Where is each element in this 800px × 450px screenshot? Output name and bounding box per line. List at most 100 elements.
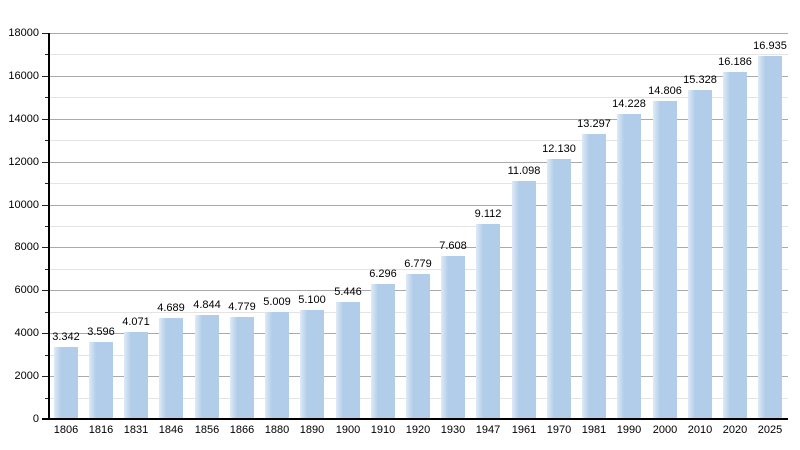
y-axis-tick [42,119,48,120]
bar [758,56,782,418]
x-axis-tick-label: 1900 [335,424,361,436]
x-axis-tick-label: 2000 [652,424,678,436]
bar-value-label: 3.596 [87,326,115,338]
bar-value-label: 5.446 [334,286,362,298]
y-axis-minor-tick [45,226,48,227]
x-axis-tick-label: 1947 [475,424,501,436]
y-axis-tick [42,419,48,420]
y-axis-minor-tick [45,398,48,399]
bar [406,274,430,418]
y-axis-tick [42,33,48,34]
y-axis-tick [42,290,48,291]
x-axis-tick-label: 1961 [511,424,537,436]
y-axis-line [48,33,50,419]
y-axis-tick-label: 0 [32,413,39,425]
x-axis-tick-label: 1920 [405,424,431,436]
y-axis-tick-label: 18000 [8,27,39,39]
bar-value-label: 4.689 [157,302,185,314]
bar-value-label: 6.779 [404,258,432,270]
major-gridline [48,33,788,34]
y-axis-tick [42,76,48,77]
major-gridline [48,290,788,291]
bar [300,310,324,418]
bar-value-label: 12.130 [542,143,576,155]
major-gridline [48,119,788,120]
minor-gridline [48,183,788,184]
major-gridline [48,162,788,163]
bar [265,312,289,418]
bar-value-label: 4.071 [122,316,150,328]
y-axis-tick-label: 2000 [14,370,39,382]
y-axis-tick-label: 14000 [8,113,39,125]
minor-gridline [48,54,788,55]
x-axis-tick-label: 2010 [687,424,713,436]
bar [723,72,747,418]
major-gridline [48,333,788,334]
x-axis-tick-label: 1970 [546,424,572,436]
bar [336,302,360,418]
y-axis-tick [42,162,48,163]
bar-value-label: 11.098 [507,165,541,177]
bar-value-label: 14.806 [648,85,682,97]
bar-value-label: 14.228 [612,98,646,110]
y-axis-tick-label: 4000 [14,327,39,339]
bar [195,315,219,418]
bar-value-label: 5.009 [263,296,291,308]
bar-value-label: 5.100 [298,294,326,306]
y-axis-tick-label: 8000 [14,241,39,253]
minor-gridline [48,355,788,356]
bar-value-label: 16.935 [753,40,787,52]
x-axis-tick-label: 1930 [440,424,466,436]
bar-value-label: 15.328 [683,74,717,86]
x-axis-tick-label: 1910 [370,424,396,436]
minor-gridline [48,398,788,399]
major-gridline [48,376,788,377]
y-axis-minor-tick [45,269,48,270]
x-axis-tick-label: 2020 [722,424,748,436]
bar-value-label: 9.112 [474,208,502,220]
x-axis-tick-label: 1846 [158,424,184,436]
bar-value-label: 6.296 [369,268,397,280]
x-axis-tick-label: 1890 [299,424,325,436]
minor-gridline [48,269,788,270]
bar-value-label: 4.844 [193,299,221,311]
y-axis-tick-label: 12000 [8,156,39,168]
y-axis-minor-tick [45,54,48,55]
bar [89,342,113,418]
bar [512,181,536,418]
y-axis-tick [42,247,48,248]
y-axis-tick-label: 16000 [8,70,39,82]
y-axis-tick [42,376,48,377]
y-axis-minor-tick [45,183,48,184]
y-axis-minor-tick [45,312,48,313]
x-axis-tick-label: 2025 [757,424,783,436]
y-axis-minor-tick [45,140,48,141]
bar-value-label: 4.779 [228,301,256,313]
bar [371,284,395,418]
y-axis-minor-tick [45,97,48,98]
bar-value-label: 16.186 [718,56,752,68]
x-axis-tick-label: 1866 [229,424,255,436]
bar [230,317,254,418]
x-axis-tick-label: 1981 [581,424,607,436]
bar [547,159,571,418]
bar-value-label: 13.297 [577,118,611,130]
x-axis-tick-label: 1856 [194,424,220,436]
x-axis-tick-label: 1806 [53,424,79,436]
major-gridline [48,76,788,77]
bar [124,332,148,418]
minor-gridline [48,97,788,98]
bar-value-label: 7.608 [439,240,467,252]
x-axis-tick-label: 1816 [88,424,114,436]
minor-gridline [48,226,788,227]
bar [688,90,712,418]
y-axis-minor-tick [45,355,48,356]
x-axis-tick-label: 1831 [123,424,149,436]
y-axis-tick [42,205,48,206]
minor-gridline [48,312,788,313]
y-axis-tick [42,333,48,334]
